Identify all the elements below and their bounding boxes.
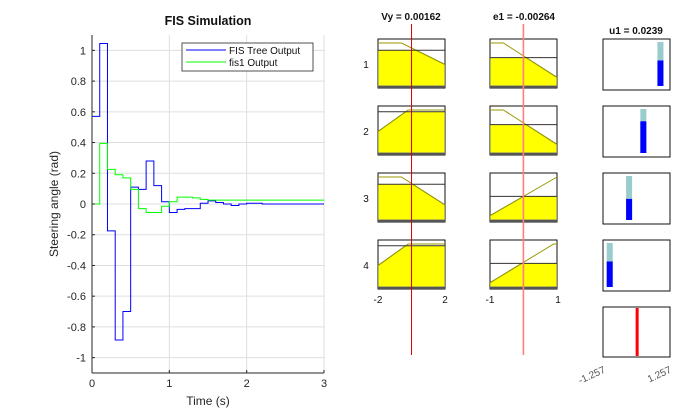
rule-number: 2 — [363, 127, 369, 138]
y-tick-label: -0.8 — [67, 322, 86, 334]
x-tick-label: 3 — [321, 378, 327, 390]
y-tick-label: -0.2 — [67, 230, 86, 242]
y-tick-label: 0.4 — [71, 138, 86, 150]
output-bar-fill — [626, 198, 633, 220]
output-box — [602, 172, 671, 225]
membership-curve — [377, 243, 445, 266]
x-tick-label: 1 — [166, 378, 172, 390]
y-tick-label: 0.8 — [71, 76, 86, 88]
output-bar-fill — [606, 261, 613, 287]
series-fis-tree-output — [92, 42, 324, 341]
u1-range-min: -1.257 — [577, 365, 608, 387]
membership-curve — [489, 243, 557, 284]
output-label-u1: u1 = 0.0239 — [609, 26, 663, 37]
input-label-vy: Vy = 0.00162 — [381, 12, 441, 23]
membership-curve — [378, 176, 446, 206]
legend: FIS Tree Output fis1 Output — [181, 42, 314, 72]
y-tick-label: 0.6 — [71, 107, 86, 119]
membership-curve — [377, 109, 445, 132]
output-bar-background — [626, 176, 633, 220]
u1-range-max: 1.257 — [646, 365, 674, 386]
membership-curve — [490, 109, 558, 145]
output-box — [602, 105, 671, 158]
series-fis1-output — [92, 142, 324, 213]
y-tick-label: -1 — [76, 353, 86, 365]
simulation-plot: FIS Simulation 0 1 2 3 -1 -0.8 -0.6 -0.4 -0.2 0 0.… — [47, 14, 327, 408]
y-axis-label: Steering angle (rad) — [47, 151, 61, 257]
vy-range-max: 2 — [442, 295, 448, 306]
e1-range-max: 1 — [555, 295, 561, 306]
y-tick-label: 1 — [80, 45, 86, 57]
y-tick-label: 0 — [80, 199, 86, 211]
legend-label-fis1: fis1 Output — [229, 58, 278, 69]
membership-curve — [378, 42, 446, 65]
y-tick-label: 0.2 — [71, 168, 86, 180]
tick-labels: 0 1 2 3 -1 -0.8 -0.6 -0.4 -0.2 0 0.2 0.4 0.6 0.8 1 — [67, 45, 327, 390]
x-tick-label: 0 — [89, 378, 95, 390]
grid — [91, 35, 325, 373]
x-axis-label: Time (s) — [186, 394, 230, 408]
output-bar-fill — [657, 60, 664, 86]
rule-viewer: Vy = 0.00162 e1 = -0.00264 u1 = 0.0239 1… — [363, 12, 673, 387]
y-tick-label: -0.6 — [67, 291, 86, 303]
series-lines — [92, 42, 324, 341]
e1-range-min: -1 — [486, 295, 495, 306]
x-tick-label: 2 — [244, 378, 250, 390]
output-bar-fill — [640, 121, 647, 153]
plot-title: FIS Simulation — [165, 14, 252, 28]
rule-number: 4 — [363, 261, 369, 272]
input-label-e1: e1 = -0.00264 — [493, 12, 555, 23]
output-box — [602, 239, 671, 292]
rule-number: 1 — [363, 60, 369, 71]
y-tick-label: -0.4 — [67, 260, 86, 272]
legend-label-fis-tree: FIS Tree Output — [229, 46, 300, 57]
rule-number: 3 — [363, 194, 369, 205]
vy-range-min: -2 — [374, 295, 383, 306]
membership-curve — [490, 42, 558, 78]
